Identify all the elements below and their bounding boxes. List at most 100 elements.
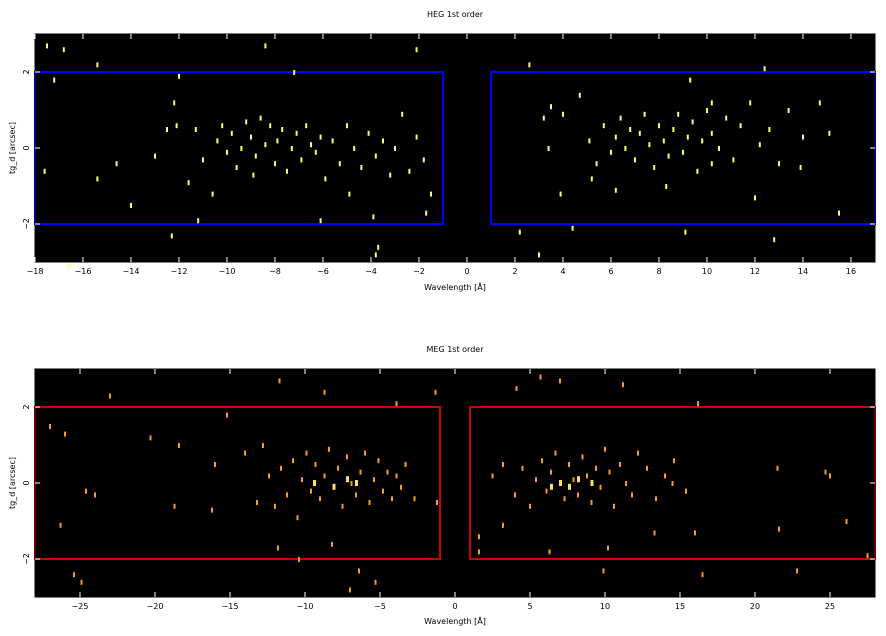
meg-data-point [778,526,780,532]
meg-data-point [244,450,246,456]
heg-data-point [677,111,680,117]
heg-data-point [372,214,375,220]
meg-data-point [701,572,704,578]
heg-data-point [300,157,303,163]
meg-data-point [539,374,542,380]
heg-data-point [46,43,48,49]
heg-data-point [43,168,46,174]
heg-data-point [528,62,531,68]
heg-x-tick-label: −8 [269,267,281,276]
meg-data-point [49,424,51,429]
heg-data-point [739,123,742,129]
heg-x-tick-label: −18 [27,267,44,276]
heg-x-tick-label: −4 [365,267,377,276]
meg-data-point [395,473,398,479]
heg-data-point [286,168,288,174]
meg-data-point [550,469,552,475]
meg-data-point [554,450,557,456]
meg-data-point [563,496,566,502]
meg-data-point [368,500,371,505]
meg-data-point-bright [355,480,358,486]
meg-data-point [541,458,543,464]
heg-data-point [547,146,550,151]
heg-data-point [588,138,591,144]
meg-data-point [664,473,666,479]
meg-x-tick-label: 0 [452,602,457,611]
heg-data-point [653,165,656,170]
meg-x-tick-label: −5 [374,602,386,611]
heg-panel: HEG 1st order −18 −16 −14 −12 −10 −8 −6 −4 −2 0 2 4… [8,10,876,292]
heg-data-point [706,108,708,113]
heg-data-point [353,146,356,151]
heg-data-point [684,229,687,235]
meg-data-point [646,465,648,471]
heg-data-point [614,187,617,193]
heg-points [43,43,840,269]
meg-data-point [824,469,827,475]
heg-data-point [763,66,766,72]
meg-y-ticks: −2 0 2 [22,404,875,565]
meg-data-point [613,503,615,509]
meg-y-tick-label: −2 [22,553,31,565]
meg-data-point [268,473,270,479]
meg-data-point [829,473,831,479]
heg-data-point [773,237,776,243]
heg-data-point [67,263,70,269]
heg-data-point [235,165,238,170]
heg-data-point [710,130,713,136]
heg-data-point [518,229,521,235]
heg-data-point [276,138,279,144]
heg-x-tick-label: 14 [798,267,808,276]
meg-data-point [364,450,366,456]
meg-data-point [346,454,348,460]
heg-data-point [682,149,684,155]
heg-data-point [701,138,704,144]
meg-data-point [173,503,176,509]
meg-data-point [436,500,438,505]
heg-data-point [638,130,641,136]
meg-data-point [94,492,96,498]
meg-data-point [845,519,848,524]
heg-data-point [648,142,651,148]
heg-data-point [768,127,771,132]
meg-data-point [685,488,687,494]
meg-data-point [305,450,308,456]
heg-data-point [799,165,802,170]
heg-y-tick-label: 0 [22,145,31,150]
heg-data-point [542,115,545,121]
meg-x-tick-label: 15 [675,602,685,611]
heg-data-point [758,142,761,148]
meg-data-point-bright [577,476,580,483]
heg-x-tick-label: −16 [75,267,92,276]
meg-data-point [631,492,633,498]
heg-data-point [377,244,380,250]
heg-data-point [787,108,790,113]
meg-data-point [310,488,312,494]
heg-data-point [202,157,204,163]
meg-data-point [535,477,537,483]
meg-data-point [619,462,621,467]
meg-plot-area [35,369,875,597]
heg-data-point [338,161,341,167]
meg-data-point [341,503,344,509]
meg-data-point [358,568,360,574]
meg-data-point-bright [559,480,562,486]
meg-data-point [671,481,674,486]
meg-data-point [502,522,504,528]
meg-data-point [545,488,548,494]
heg-data-point [187,180,190,186]
meg-data-point [776,465,779,471]
heg-data-point [550,104,552,110]
heg-data-point [319,134,322,140]
heg-data-point [425,210,428,216]
heg-data-point [324,176,327,182]
meg-data-point [73,572,75,578]
meg-data-point [607,545,609,551]
meg-data-point [637,450,639,456]
meg-data-point [373,477,375,483]
heg-data-point [293,70,296,75]
meg-data-point [301,477,303,483]
meg-data-point [349,587,351,593]
meg-data-point [109,393,111,399]
heg-data-point [749,100,752,106]
